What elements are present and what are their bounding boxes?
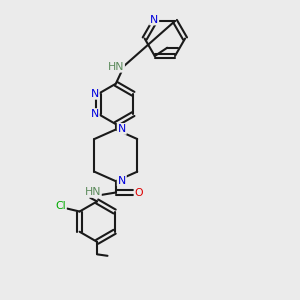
Text: N: N	[118, 176, 126, 186]
Text: HN: HN	[84, 187, 101, 197]
Text: N: N	[150, 15, 158, 25]
Text: N: N	[91, 109, 99, 119]
Text: Cl: Cl	[55, 201, 66, 211]
Text: N: N	[91, 89, 99, 99]
Text: HN: HN	[108, 62, 124, 72]
Text: O: O	[135, 188, 143, 197]
Text: N: N	[118, 124, 126, 134]
